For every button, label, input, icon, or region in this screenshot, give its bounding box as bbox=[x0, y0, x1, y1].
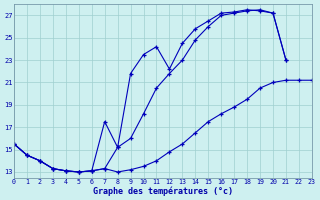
X-axis label: Graphe des températures (°c): Graphe des températures (°c) bbox=[93, 186, 233, 196]
